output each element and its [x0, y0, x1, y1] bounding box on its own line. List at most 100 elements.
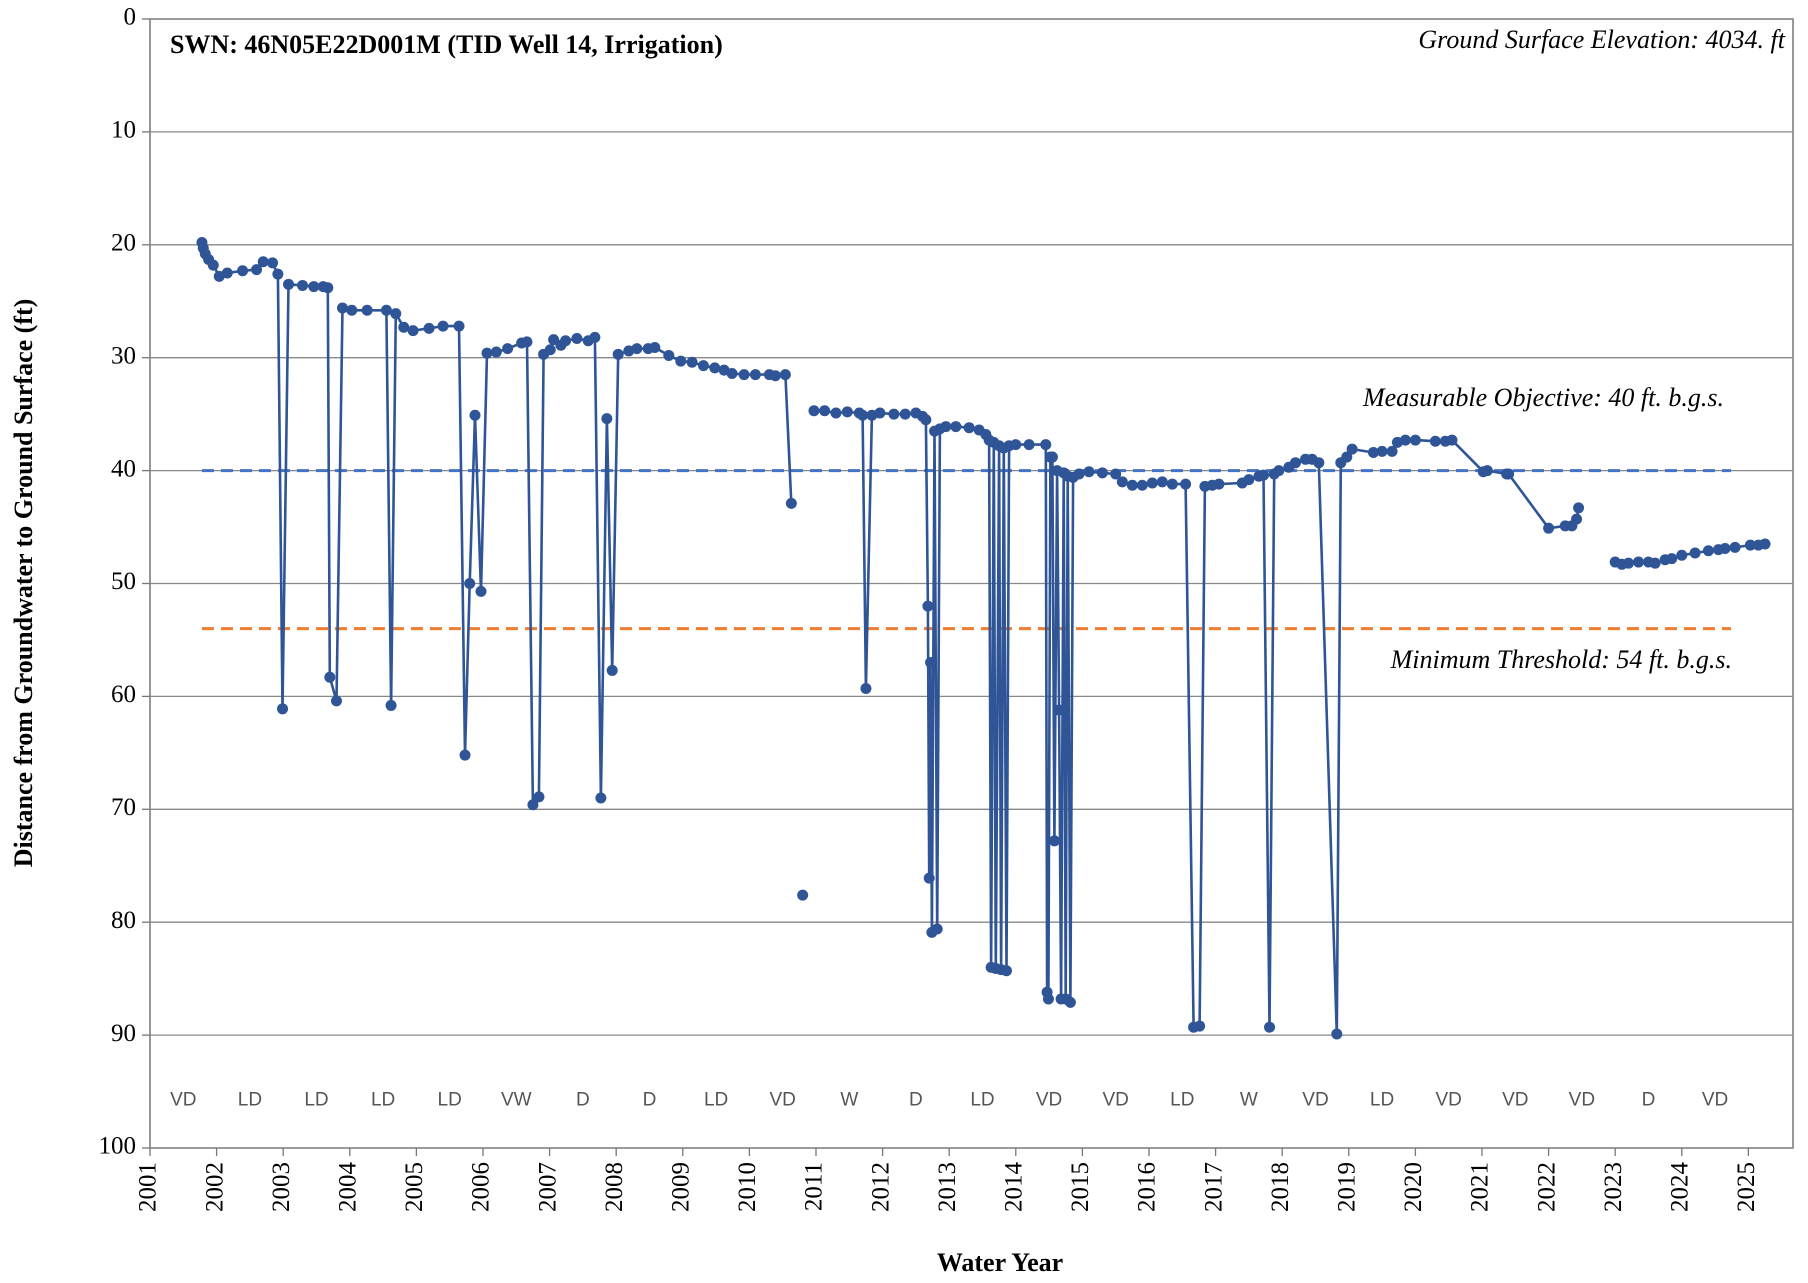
x-tick-label: 2001: [135, 1162, 162, 1212]
x-tick-label: 2010: [734, 1162, 761, 1212]
y-tick-label: 50: [111, 568, 136, 595]
water-year-type: LD: [970, 1090, 994, 1111]
data-point: [1264, 1021, 1276, 1033]
data-point: [1290, 457, 1302, 469]
data-point: [502, 343, 514, 355]
y-axis-title: Distance from Groundwater to Ground Surf…: [9, 299, 38, 868]
data-point: [606, 664, 618, 676]
data-point: [738, 369, 750, 381]
x-tick-label: 2009: [668, 1162, 695, 1212]
data-point: [1000, 965, 1012, 977]
data-point: [521, 336, 533, 348]
data-point: [1346, 443, 1358, 455]
data-point: [1571, 513, 1583, 525]
water-year-type: VD: [1102, 1090, 1128, 1111]
data-point: [830, 407, 842, 419]
water-year-type: VD: [1702, 1090, 1728, 1111]
x-tick-label: 2007: [534, 1162, 561, 1212]
data-point: [277, 703, 289, 715]
x-axis-title: Water Year: [937, 1248, 1063, 1277]
data-point: [1046, 451, 1058, 463]
data-point: [1180, 478, 1192, 490]
data-point: [1023, 439, 1035, 451]
water-year-type: VW: [501, 1090, 532, 1111]
data-point: [785, 497, 797, 509]
data-point: [380, 304, 392, 316]
data-point: [686, 356, 698, 368]
data-point: [663, 349, 675, 361]
data-point: [649, 342, 661, 354]
data-point: [322, 282, 334, 294]
data-point: [819, 405, 831, 417]
data-point: [453, 320, 465, 332]
data-point: [297, 279, 309, 291]
data-point: [1083, 466, 1095, 478]
data-point: [1166, 478, 1178, 490]
data-point: [1759, 538, 1771, 550]
data-point: [1073, 468, 1085, 480]
x-tick-label: 2016: [1134, 1162, 1161, 1212]
data-point: [1213, 478, 1225, 490]
water-year-type: D: [643, 1090, 657, 1111]
water-year-type: LD: [704, 1090, 728, 1111]
data-point: [808, 405, 820, 417]
data-point: [601, 413, 613, 425]
data-point: [469, 409, 481, 421]
water-year-type: D: [1642, 1090, 1656, 1111]
x-tick-label: 2020: [1400, 1162, 1427, 1212]
data-point: [922, 600, 934, 612]
data-point: [950, 421, 962, 433]
data-point: [1331, 1028, 1343, 1040]
data-point: [475, 585, 487, 597]
x-tick-label: 2021: [1467, 1162, 1494, 1212]
data-point: [207, 259, 219, 271]
data-point: [1258, 469, 1270, 481]
data-point: [257, 256, 269, 268]
data-point: [398, 321, 410, 333]
data-point: [407, 325, 419, 337]
data-point: [612, 348, 624, 360]
data-point: [361, 304, 373, 316]
reference-label: Measurable Objective: 40 ft. b.g.s.: [1362, 383, 1724, 412]
data-point: [1676, 549, 1688, 561]
water-year-type: LD: [238, 1090, 262, 1111]
x-tick-label: 2005: [401, 1162, 428, 1212]
data-point: [888, 408, 900, 420]
y-tick-label: 60: [111, 681, 136, 708]
data-point: [1042, 993, 1054, 1005]
data-point: [925, 657, 937, 669]
water-year-type: LD: [371, 1090, 395, 1111]
y-tick-label: 30: [111, 342, 136, 369]
y-tick-label: 70: [111, 794, 136, 821]
data-point: [324, 671, 336, 683]
water-year-type: VD: [1502, 1090, 1528, 1111]
data-point: [390, 308, 402, 320]
data-point: [631, 343, 643, 355]
data-point: [527, 799, 539, 811]
data-point: [797, 889, 809, 901]
data-point: [1503, 468, 1515, 480]
data-point: [1243, 474, 1255, 486]
data-point: [1623, 557, 1635, 569]
data-point: [595, 792, 607, 804]
data-point: [1040, 439, 1052, 451]
y-tick-label: 10: [111, 117, 136, 144]
x-tick-label: 2022: [1533, 1162, 1560, 1212]
data-point: [571, 333, 583, 345]
data-point: [1729, 541, 1741, 553]
data-point: [481, 347, 493, 359]
data-point: [1386, 445, 1398, 457]
x-tick-label: 2013: [934, 1162, 961, 1212]
data-point: [1341, 451, 1353, 463]
data-point: [1376, 445, 1388, 457]
data-point: [1689, 547, 1701, 559]
data-point: [1053, 704, 1065, 716]
data-point: [272, 268, 284, 280]
data-point: [437, 320, 449, 332]
data-point: [1744, 539, 1756, 551]
x-tick-label: 2023: [1600, 1162, 1627, 1212]
data-point: [589, 331, 601, 343]
y-tick-label: 0: [124, 4, 137, 31]
reference-label: Minimum Threshold: 54 ft. b.g.s.: [1390, 645, 1732, 674]
